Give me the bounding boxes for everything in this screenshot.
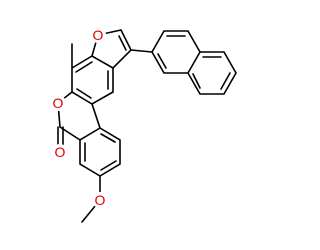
lactone-oxygen: O [53, 95, 64, 111]
double-bond [220, 72, 231, 90]
double-bond [157, 53, 167, 69]
lower-ring [79, 127, 121, 177]
label-mask [52, 144, 68, 160]
label-mask [90, 27, 106, 43]
double-bond [118, 35, 127, 51]
furan-oxygen: O [93, 27, 104, 43]
naphthalene-ring-1 [151, 30, 201, 74]
biaryl-bond [91, 103, 101, 129]
aryl-bond [130, 49, 153, 53]
bonds [57, 29, 237, 223]
label-mask [50, 95, 66, 111]
structure-diagram: O O O O [50, 27, 237, 223]
atom-labels: O O O O [50, 27, 108, 208]
label-mask [92, 192, 108, 208]
double-bond [192, 73, 201, 89]
naphthalene-ring-2 [187, 51, 237, 95]
double-bond [100, 160, 117, 171]
double-bond [75, 61, 93, 73]
double-bond [76, 88, 92, 99]
carbonyl-oxygen: O [55, 144, 66, 160]
central-ring [71, 55, 114, 105]
double-bond [100, 133, 116, 143]
methoxy-oxygen: O [95, 192, 106, 208]
